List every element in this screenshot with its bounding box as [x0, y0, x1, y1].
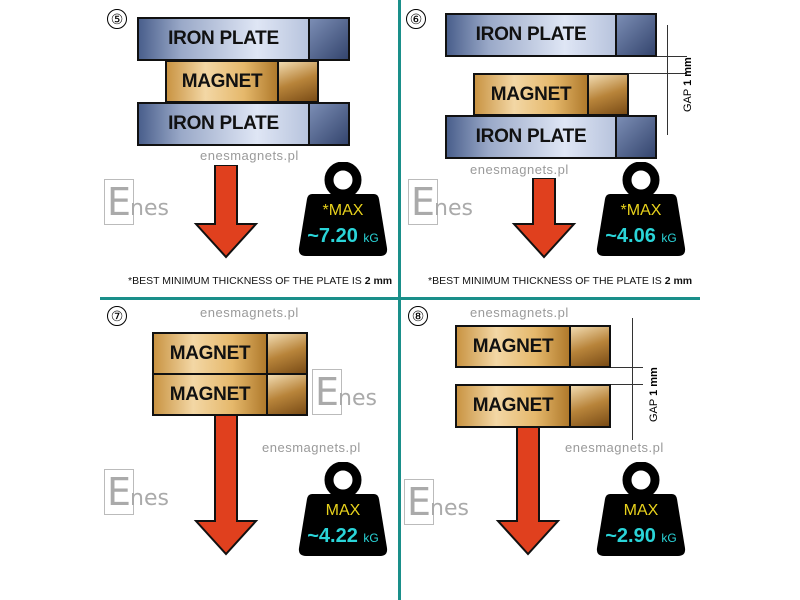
- magnet: MAGNET: [165, 60, 319, 103]
- magnet: MAGNET: [455, 325, 611, 368]
- block-label: MAGNET: [167, 62, 277, 101]
- iron-plate: IRON PLATE: [137, 17, 350, 61]
- magnet: MAGNET: [152, 332, 308, 375]
- block-label: MAGNET: [475, 75, 587, 114]
- max-value: ~2.90 kG: [605, 525, 677, 547]
- panel-number: ⑥: [406, 9, 426, 29]
- iron-plate: IRON PLATE: [445, 13, 657, 57]
- magnet: MAGNET: [473, 73, 629, 116]
- watermark-url: enesmagnets.pl: [470, 162, 569, 177]
- max-value: ~7.20 kG: [307, 225, 379, 247]
- watermark-url: enesmagnets.pl: [262, 440, 361, 455]
- max-label: *MAX: [322, 202, 364, 219]
- watermark-url: enesmagnets.pl: [470, 305, 569, 320]
- max-label: MAX: [325, 502, 361, 519]
- down-arrow-icon: [511, 178, 577, 259]
- magnet: MAGNET: [455, 384, 611, 428]
- max-label: *MAX: [620, 202, 662, 219]
- gap-label: GAP 1 mm: [648, 367, 660, 422]
- gap-tick: [611, 367, 643, 368]
- max-value: ~4.06 kG: [605, 225, 677, 247]
- gap-tick: [657, 56, 687, 57]
- watermark-logo: Enes: [104, 179, 169, 231]
- watermark-logo: Enes: [104, 469, 169, 521]
- gap-tick: [628, 73, 687, 74]
- gap-label: GAP 1 mm: [682, 57, 694, 112]
- gap-tick: [611, 384, 643, 385]
- footnote: *BEST MINIMUM THICKNESS OF THE PLATE IS …: [428, 275, 693, 287]
- footnote: *BEST MINIMUM THICKNESS OF THE PLATE IS …: [128, 275, 393, 287]
- block-label: IRON PLATE: [139, 19, 308, 59]
- watermark-logo: Enes: [404, 479, 469, 531]
- block-label: IRON PLATE: [447, 117, 615, 157]
- watermark-logo: Enes: [408, 179, 473, 231]
- gap-dimension-line: [667, 25, 668, 135]
- block-label: MAGNET: [154, 334, 266, 373]
- panel-number: ⑧: [408, 306, 428, 326]
- iron-plate: IRON PLATE: [137, 102, 350, 146]
- max-value: ~4.22 kG: [307, 525, 379, 547]
- vertical-divider: [398, 0, 401, 600]
- block-label: IRON PLATE: [139, 104, 308, 144]
- watermark-url: enesmagnets.pl: [565, 440, 664, 455]
- watermark-url: enesmagnets.pl: [200, 148, 299, 163]
- horizontal-divider: [100, 297, 700, 300]
- down-arrow-icon: [193, 165, 259, 259]
- iron-plate: IRON PLATE: [445, 115, 657, 159]
- down-arrow-icon: [193, 415, 259, 556]
- magnet: MAGNET: [152, 373, 308, 416]
- panel-number: ⑤: [107, 9, 127, 29]
- panel-number: ⑦: [107, 306, 127, 326]
- block-label: IRON PLATE: [447, 15, 615, 55]
- down-arrow-icon: [495, 427, 561, 556]
- block-label: MAGNET: [457, 386, 569, 426]
- max-label: MAX: [623, 502, 659, 519]
- watermark-url: enesmagnets.pl: [200, 305, 299, 320]
- watermark-logo: Enes: [312, 369, 377, 421]
- gap-dimension-line: [632, 318, 633, 440]
- block-label: MAGNET: [154, 375, 266, 414]
- block-label: MAGNET: [457, 327, 569, 366]
